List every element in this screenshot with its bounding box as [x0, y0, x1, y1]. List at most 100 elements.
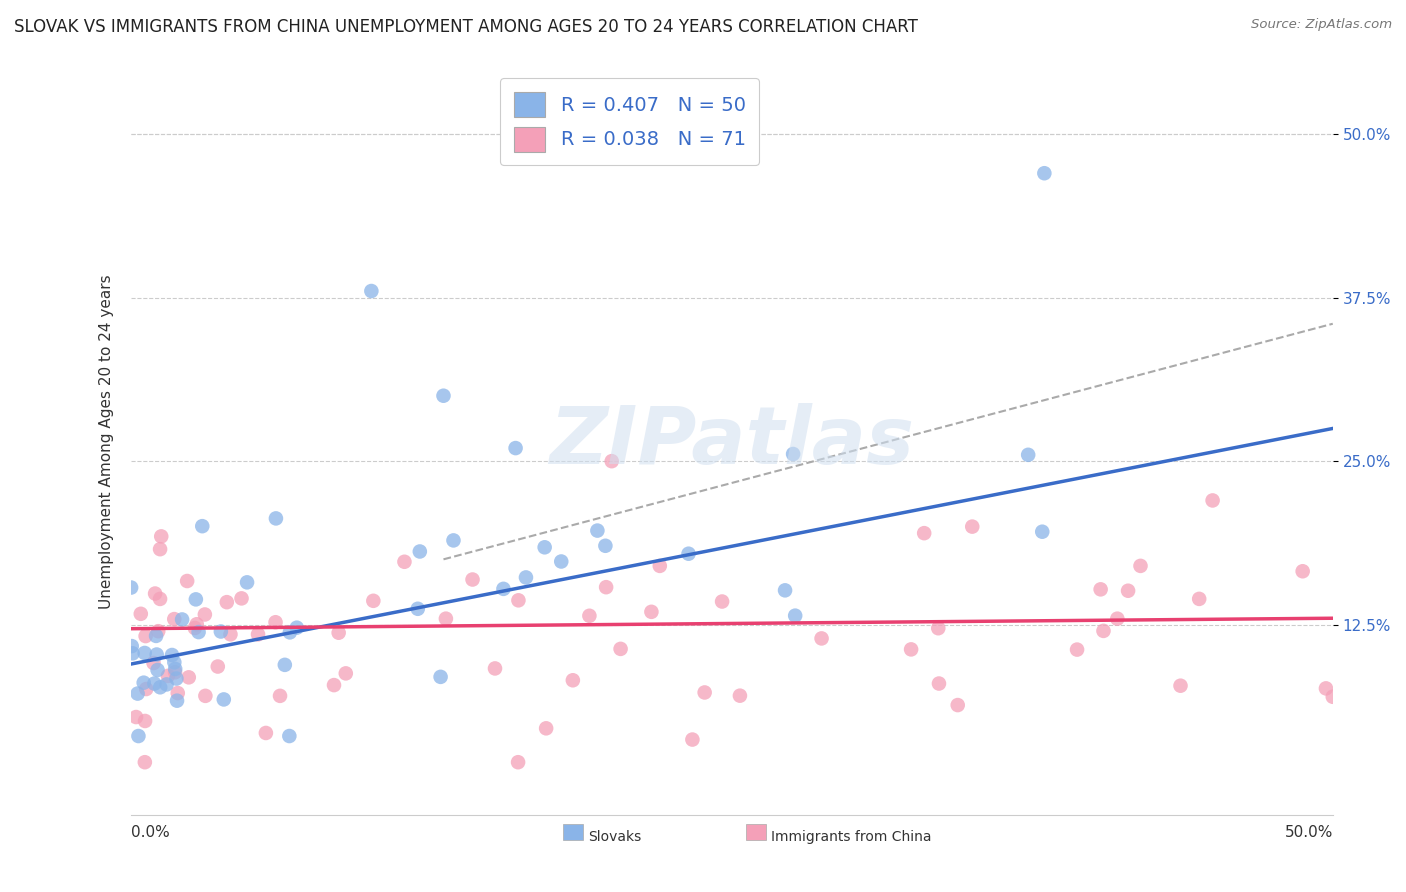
Point: [209, 624, 232, 639]
Text: 0.0%: 0.0%: [131, 825, 170, 840]
Point: [1315, 681, 1337, 696]
Point: [363, 594, 385, 608]
Point: [194, 607, 217, 622]
Point: [143, 676, 166, 690]
Point: [194, 689, 217, 703]
Point: [534, 722, 557, 736]
Point: [121, 639, 143, 653]
Point: [595, 539, 617, 553]
Point: [484, 661, 506, 675]
Point: [142, 656, 165, 670]
Point: [165, 672, 187, 686]
Point: [165, 662, 187, 676]
Legend: R = 0.407   N = 50, R = 0.038   N = 71: R = 0.407 N = 50, R = 0.038 N = 71: [501, 78, 759, 165]
Point: [328, 625, 350, 640]
Point: [254, 726, 277, 740]
Point: [231, 591, 253, 606]
Point: [335, 666, 357, 681]
Point: [166, 686, 188, 700]
Point: [247, 627, 270, 641]
Point: [121, 646, 143, 660]
Point: [145, 629, 167, 643]
Point: [1201, 493, 1223, 508]
Point: [640, 605, 662, 619]
Point: [1170, 679, 1192, 693]
Point: [946, 698, 969, 712]
Point: [269, 689, 291, 703]
Point: [134, 714, 156, 728]
Point: [135, 681, 157, 696]
Point: [127, 687, 149, 701]
Point: [135, 629, 157, 643]
Point: [184, 621, 207, 635]
Point: [155, 677, 177, 691]
Point: [1292, 564, 1315, 578]
Point: [127, 729, 149, 743]
Point: [278, 729, 301, 743]
Point: [600, 454, 623, 468]
Point: [586, 524, 609, 538]
Point: [323, 678, 346, 692]
Point: [149, 591, 172, 606]
Point: [148, 624, 170, 639]
Point: [163, 655, 186, 669]
Point: [274, 657, 297, 672]
Point: [187, 625, 209, 640]
Point: [578, 608, 600, 623]
Point: [1033, 166, 1056, 180]
Point: [125, 710, 148, 724]
Point: [928, 676, 950, 690]
Point: [134, 646, 156, 660]
Point: [165, 665, 187, 680]
Point: [506, 755, 529, 769]
Point: [432, 389, 454, 403]
Text: Immigrants from China: Immigrants from China: [772, 830, 932, 844]
Point: [550, 554, 572, 568]
Point: [285, 621, 308, 635]
Point: [505, 441, 527, 455]
Point: [1116, 583, 1139, 598]
Point: [429, 670, 451, 684]
Point: [1322, 690, 1344, 704]
Point: [927, 621, 949, 635]
Point: [409, 544, 432, 558]
Text: Source: ZipAtlas.com: Source: ZipAtlas.com: [1251, 18, 1392, 31]
Point: [264, 615, 287, 630]
Text: 50.0%: 50.0%: [1285, 825, 1333, 840]
Point: [711, 594, 734, 608]
Point: [912, 526, 935, 541]
Point: [1017, 448, 1039, 462]
Point: [191, 519, 214, 533]
Point: [360, 284, 382, 298]
Point: [166, 694, 188, 708]
Point: [681, 732, 703, 747]
Point: [149, 542, 172, 557]
Point: [508, 593, 530, 607]
Point: [648, 558, 671, 573]
Point: [156, 669, 179, 683]
Point: [561, 673, 583, 688]
Point: [533, 541, 555, 555]
Point: [184, 592, 207, 607]
Point: [900, 642, 922, 657]
Point: [145, 648, 167, 662]
Point: [394, 555, 416, 569]
Text: SLOVAK VS IMMIGRANTS FROM CHINA UNEMPLOYMENT AMONG AGES 20 TO 24 YEARS CORRELATI: SLOVAK VS IMMIGRANTS FROM CHINA UNEMPLOY…: [14, 18, 918, 36]
Point: [177, 670, 200, 684]
Point: [186, 617, 208, 632]
Point: [461, 573, 484, 587]
Point: [1090, 582, 1112, 597]
Point: [219, 627, 242, 641]
Point: [160, 648, 183, 662]
Point: [785, 608, 807, 623]
Point: [1188, 591, 1211, 606]
Point: [678, 547, 700, 561]
Point: [172, 612, 194, 626]
Point: [176, 574, 198, 588]
Point: [609, 641, 631, 656]
Point: [443, 533, 465, 548]
Point: [492, 582, 515, 596]
Point: [120, 581, 142, 595]
Point: [132, 675, 155, 690]
Point: [236, 575, 259, 590]
